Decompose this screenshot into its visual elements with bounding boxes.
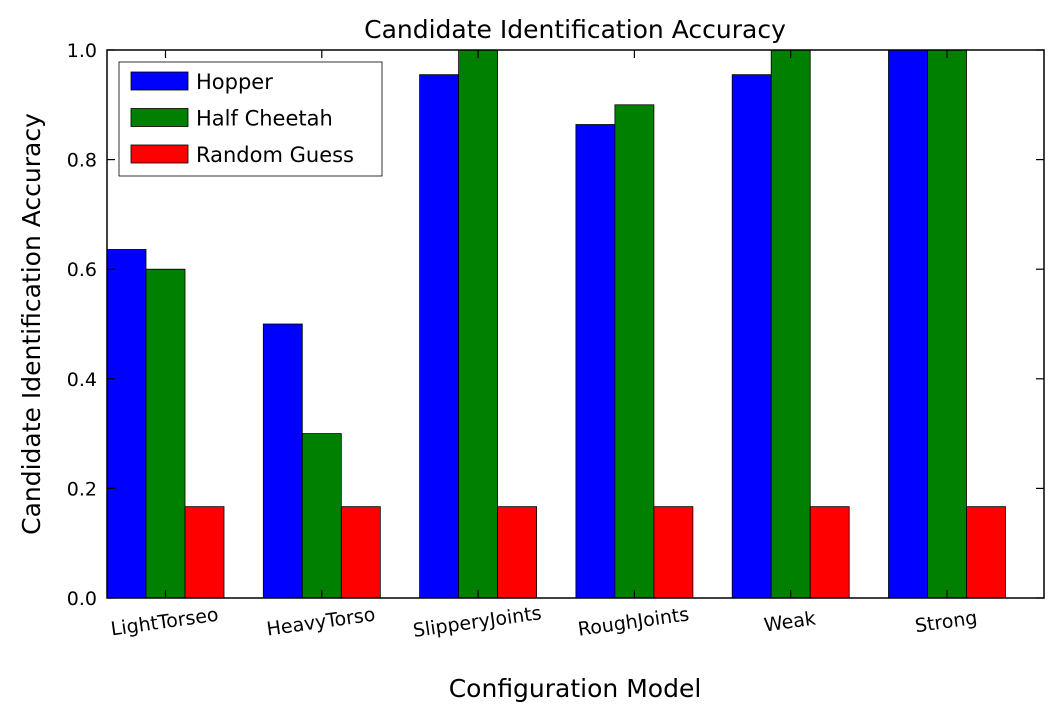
- legend-swatch-hopper: [130, 71, 189, 91]
- bar-half-cheetah-roughjoints: [614, 104, 655, 599]
- y-tick-label: 0.4: [67, 369, 97, 391]
- bar-random-guess-lighttorseo: [184, 506, 225, 599]
- x-tick-label: Weak: [763, 608, 818, 637]
- legend-label-hopper: Hopper: [196, 70, 273, 94]
- bar-hopper-heavytorso: [262, 323, 303, 599]
- y-axis-label: Candidate Identification Accuracy: [17, 113, 46, 535]
- x-tick-label: Strong: [914, 607, 979, 638]
- bar-random-guess-heavytorso: [340, 506, 381, 599]
- bar-random-guess-weak: [809, 506, 850, 599]
- bar-half-cheetah-strong: [927, 49, 967, 599]
- bar-random-guess-slipperyjoints: [497, 506, 538, 599]
- bar-hopper-lighttorseo: [106, 249, 147, 599]
- legend-label-random-guess: Random Guess: [196, 143, 354, 167]
- chart-title: Candidate Identification Accuracy: [364, 15, 786, 44]
- legend-label-half-cheetah: Half Cheetah: [196, 107, 333, 131]
- y-tick-label: 0.8: [67, 150, 97, 172]
- x-tick-label: HeavyTorso: [265, 604, 376, 641]
- plot-frame: [106, 49, 1045, 599]
- legend-swatch-random-guess: [130, 144, 189, 164]
- bar-hopper-slipperyjoints: [419, 74, 460, 599]
- y-tick-label: 0.2: [67, 478, 97, 500]
- bar-random-guess-roughjoints: [653, 506, 694, 599]
- x-tick-label: SlipperyJoints: [412, 602, 543, 642]
- bar-half-cheetah-heavytorso: [301, 433, 342, 599]
- bar-half-cheetah-lighttorseo: [145, 268, 186, 599]
- x-axis-label: Configuration Model: [449, 674, 702, 703]
- bar-half-cheetah-slipperyjoints: [458, 49, 499, 599]
- bar-hopper-weak: [731, 74, 772, 599]
- legend: Hopper Half Cheetah Random Guess: [118, 61, 383, 177]
- x-tick-label: RoughJoints: [577, 603, 691, 640]
- y-tick-label: 1.0: [67, 40, 97, 62]
- x-tick-label: LightTorseo: [109, 604, 219, 641]
- bar-half-cheetah-weak: [770, 49, 811, 599]
- bar-random-guess-strong: [966, 506, 1006, 599]
- legend-swatch-half-cheetah: [130, 108, 189, 127]
- y-tick-label: 0.0: [67, 588, 97, 610]
- bar-hopper-roughjoints: [575, 124, 616, 599]
- bar-hopper-strong: [888, 49, 928, 599]
- bars-layer: [106, 49, 1006, 599]
- y-tick-label: 0.6: [67, 259, 97, 281]
